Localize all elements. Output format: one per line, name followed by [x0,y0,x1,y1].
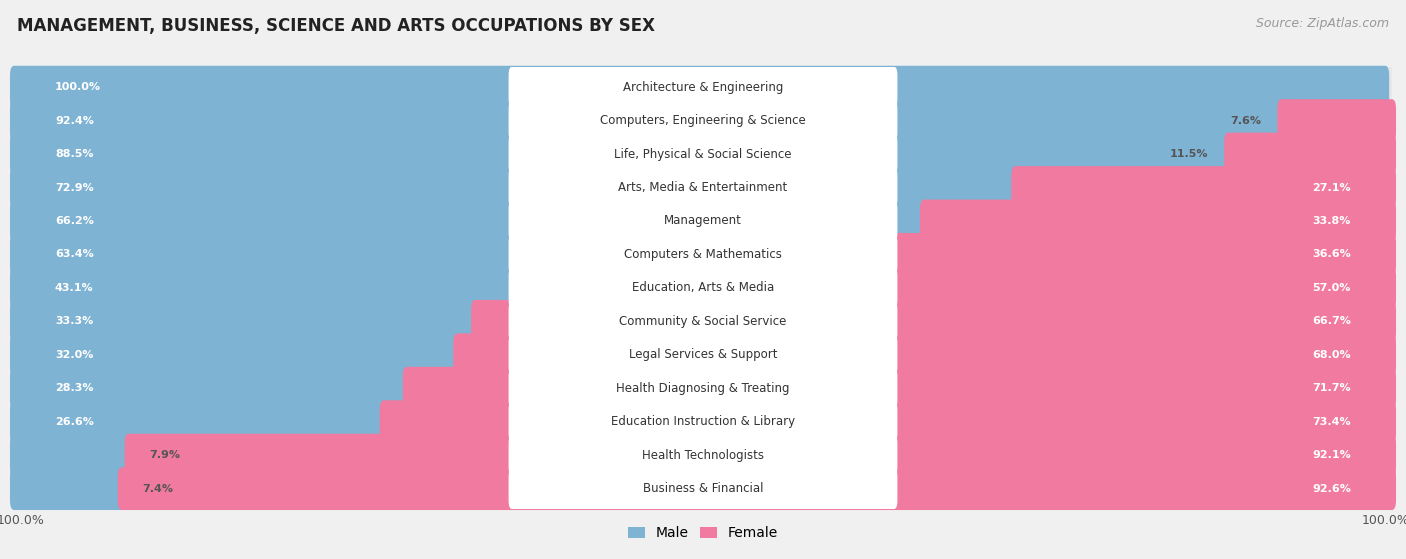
FancyBboxPatch shape [10,230,1396,279]
Text: 36.6%: 36.6% [1312,249,1351,259]
Text: 63.4%: 63.4% [55,249,94,259]
FancyBboxPatch shape [125,434,1396,477]
Text: Health Technologists: Health Technologists [643,449,763,462]
Text: 68.0%: 68.0% [1312,350,1351,360]
Text: 7.9%: 7.9% [149,450,180,460]
FancyBboxPatch shape [10,363,1396,413]
FancyBboxPatch shape [509,267,897,309]
FancyBboxPatch shape [509,167,897,208]
Text: Business & Financial: Business & Financial [643,482,763,495]
FancyBboxPatch shape [10,129,1396,179]
FancyBboxPatch shape [920,200,1396,243]
FancyBboxPatch shape [10,267,613,309]
Text: Computers & Mathematics: Computers & Mathematics [624,248,782,261]
Text: Community & Social Service: Community & Social Service [619,315,787,328]
FancyBboxPatch shape [1225,132,1396,176]
Text: Health Diagnosing & Treating: Health Diagnosing & Treating [616,382,790,395]
FancyBboxPatch shape [509,401,897,442]
Text: 7.6%: 7.6% [1230,116,1261,126]
FancyBboxPatch shape [509,468,897,509]
FancyBboxPatch shape [10,467,127,510]
FancyBboxPatch shape [509,100,897,141]
Text: 57.0%: 57.0% [1313,283,1351,293]
FancyBboxPatch shape [10,397,1396,447]
FancyBboxPatch shape [10,300,479,343]
FancyBboxPatch shape [509,201,897,241]
FancyBboxPatch shape [453,333,1396,376]
Text: 92.1%: 92.1% [1312,450,1351,460]
FancyBboxPatch shape [10,132,1232,176]
FancyBboxPatch shape [10,400,388,443]
Text: 71.7%: 71.7% [1312,383,1351,393]
FancyBboxPatch shape [10,297,1396,346]
FancyBboxPatch shape [10,263,1396,312]
Text: 72.9%: 72.9% [55,183,94,192]
FancyBboxPatch shape [509,234,897,275]
FancyBboxPatch shape [10,63,1396,112]
FancyBboxPatch shape [471,300,1396,343]
Text: 88.5%: 88.5% [55,149,93,159]
FancyBboxPatch shape [603,267,1396,309]
Text: Source: ZipAtlas.com: Source: ZipAtlas.com [1256,17,1389,30]
Text: 33.3%: 33.3% [55,316,93,326]
FancyBboxPatch shape [380,400,1396,443]
FancyBboxPatch shape [882,233,1396,276]
Text: Education, Arts & Media: Education, Arts & Media [631,281,775,295]
Legend: Male, Female: Male, Female [623,521,783,546]
FancyBboxPatch shape [10,333,461,376]
FancyBboxPatch shape [10,196,1396,246]
FancyBboxPatch shape [10,66,1389,108]
Text: 26.6%: 26.6% [55,416,94,427]
FancyBboxPatch shape [10,330,1396,380]
FancyBboxPatch shape [118,467,1396,510]
FancyBboxPatch shape [509,368,897,409]
Text: 73.4%: 73.4% [1312,416,1351,427]
Text: 11.5%: 11.5% [1170,149,1208,159]
FancyBboxPatch shape [10,464,1396,513]
Text: 92.6%: 92.6% [1312,484,1351,494]
Text: 66.7%: 66.7% [1312,316,1351,326]
FancyBboxPatch shape [509,334,897,375]
FancyBboxPatch shape [10,200,928,243]
FancyBboxPatch shape [509,134,897,174]
Text: 7.4%: 7.4% [142,484,173,494]
Text: 100.0%: 100.0% [55,82,101,92]
FancyBboxPatch shape [1277,99,1396,142]
Text: 43.1%: 43.1% [55,283,94,293]
FancyBboxPatch shape [10,367,411,410]
FancyBboxPatch shape [509,67,897,107]
FancyBboxPatch shape [10,430,1396,480]
FancyBboxPatch shape [10,434,132,477]
Text: 33.8%: 33.8% [1313,216,1351,226]
Text: 27.1%: 27.1% [1312,183,1351,192]
FancyBboxPatch shape [10,96,1396,145]
FancyBboxPatch shape [1011,166,1396,209]
FancyBboxPatch shape [404,367,1396,410]
Text: Life, Physical & Social Science: Life, Physical & Social Science [614,148,792,160]
FancyBboxPatch shape [509,301,897,342]
Text: Education Instruction & Library: Education Instruction & Library [612,415,794,428]
FancyBboxPatch shape [10,163,1396,212]
Text: Arts, Media & Entertainment: Arts, Media & Entertainment [619,181,787,194]
Text: 92.4%: 92.4% [55,116,94,126]
Text: 32.0%: 32.0% [55,350,93,360]
Text: Computers, Engineering & Science: Computers, Engineering & Science [600,114,806,127]
Text: Architecture & Engineering: Architecture & Engineering [623,80,783,94]
Text: Management: Management [664,215,742,228]
Text: Legal Services & Support: Legal Services & Support [628,348,778,361]
FancyBboxPatch shape [509,435,897,476]
Text: 28.3%: 28.3% [55,383,93,393]
FancyBboxPatch shape [10,233,890,276]
Text: MANAGEMENT, BUSINESS, SCIENCE AND ARTS OCCUPATIONS BY SEX: MANAGEMENT, BUSINESS, SCIENCE AND ARTS O… [17,17,655,35]
Text: 66.2%: 66.2% [55,216,94,226]
FancyBboxPatch shape [10,99,1285,142]
FancyBboxPatch shape [10,166,1019,209]
